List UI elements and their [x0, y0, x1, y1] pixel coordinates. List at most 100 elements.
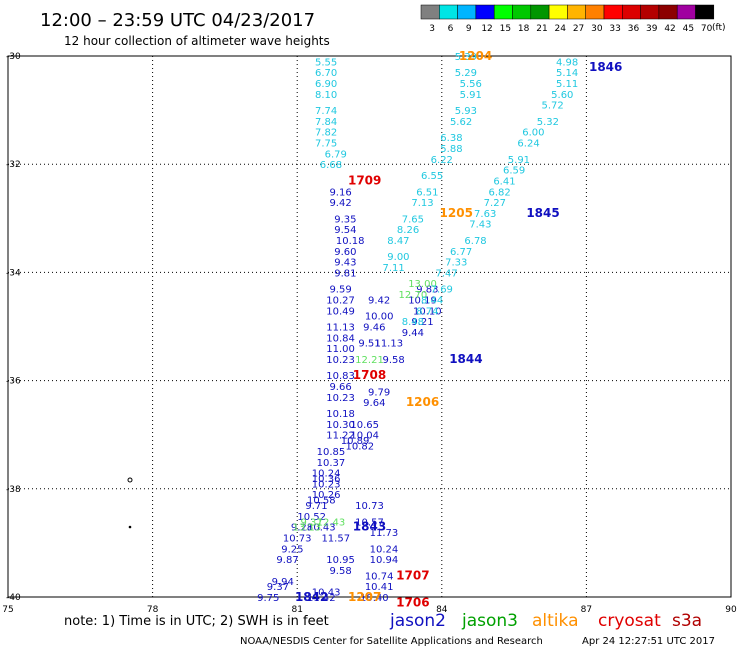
wave-height-label: 10.74	[365, 571, 394, 582]
plot-frame	[7, 55, 732, 598]
time-stamp-label: 1845	[526, 206, 559, 220]
wave-height-label: 5.14	[556, 68, 578, 79]
colorbar-swatch	[658, 4, 678, 20]
colorbar-tick-label: 70	[701, 24, 713, 34]
wave-height-label: 5.56	[460, 79, 482, 90]
wave-height-label: 11.73	[370, 528, 399, 539]
wave-height-label: 9.54	[334, 225, 356, 236]
island-marks	[127, 477, 133, 529]
wave-height-label: 10.37	[317, 458, 346, 469]
x-tick-labels: 75 78 81 84 87 90	[2, 605, 737, 615]
colorbar-swatch	[512, 4, 532, 20]
wave-height-label: 10.73	[283, 533, 312, 544]
wave-height-label: 5.91	[508, 155, 530, 166]
island-mark	[128, 525, 132, 529]
wave-height-label: 10.18	[336, 236, 365, 247]
wave-height-label: 12.43	[317, 517, 346, 528]
wave-height-label: 6.00	[522, 128, 544, 139]
colorbar-swatch	[603, 4, 623, 20]
wave-height-label: 5.72	[542, 101, 564, 112]
colorbar-tick-label: 15	[500, 24, 511, 34]
wave-height-label: 10.58	[307, 496, 336, 507]
wave-height-label: 5.39	[455, 52, 477, 63]
wave-height-label: 9.42	[368, 295, 390, 306]
colorbar-swatch	[695, 4, 715, 20]
footer-timestamp: Apr 24 12:27:51 UTC 2017	[582, 636, 715, 647]
colorbar-tick-label: 3	[429, 24, 435, 34]
wave-height-label: 7.65	[402, 214, 424, 225]
colorbar-swatch	[493, 4, 513, 20]
wave-height-label: 6.24	[517, 139, 539, 150]
wave-height-label: 7.74	[315, 106, 337, 117]
colorbar-tick-label: 30	[591, 24, 603, 34]
colorbar-swatch	[585, 4, 605, 20]
time-stamp-label: 1205	[440, 206, 473, 220]
x-tick-label: 78	[147, 605, 159, 615]
time-stamp-label: 1707	[396, 568, 429, 582]
y-tick-labels: -30 -32 -34 -36 -38 -40	[6, 52, 21, 603]
colorbar-swatch	[439, 4, 458, 20]
wave-height-label: 9.21	[411, 317, 433, 328]
swh-colorbar: 3 6 9 12 15 18 21 24 27 30 33 36 39 42 45 70	[420, 4, 715, 34]
wave-height-label: 9.16	[329, 187, 351, 198]
wave-height-label: 6.51	[416, 187, 438, 198]
wave-height-label: 9.59	[329, 285, 351, 296]
wave-height-label: 11.57	[321, 533, 350, 544]
legend-entry-cryosat: cryosat	[598, 611, 661, 631]
wave-height-label: 7.82	[315, 128, 337, 139]
wave-height-label: 11.00	[326, 344, 355, 355]
wave-height-label: 6.41	[493, 176, 515, 187]
wave-height-label: 10.94	[370, 555, 399, 566]
time-stamp-label: 1709	[348, 173, 381, 187]
footer-note: note: 1) Time is in UTC; 2) SWH is in fe…	[64, 614, 329, 629]
wave-height-label: 6.90	[315, 79, 337, 90]
wave-height-label: 9.75	[257, 593, 279, 604]
wave-height-label: 6.38	[440, 133, 462, 144]
wave-height-label: 5.93	[455, 106, 477, 117]
wave-height-label: 9.83	[416, 285, 438, 296]
wave-height-label: 7.63	[474, 209, 496, 220]
wave-height-label: 6.70	[315, 68, 337, 79]
y-tick-label: -34	[6, 268, 21, 278]
wave-height-label: 5.91	[460, 90, 482, 101]
colorbar-tick-label: 6	[448, 24, 454, 34]
wave-height-label: 9.42	[329, 198, 351, 209]
time-stamp-label: 1204	[459, 49, 492, 63]
wave-height-label: 8.44	[421, 295, 443, 306]
colorbar-tick-label: 18	[518, 24, 530, 34]
wave-height-label: 6.55	[421, 171, 443, 182]
colorbar-swatch	[420, 4, 440, 20]
wave-height-label: 5.32	[537, 117, 559, 128]
wave-height-label: 9.71	[305, 501, 327, 512]
wave-height-label: 9.64	[363, 398, 385, 409]
wave-height-label: 7.43	[469, 220, 491, 231]
footer-credit: NOAA/NESDIS Center for Satellite Applica…	[240, 636, 543, 647]
wave-height-label: 6.82	[489, 187, 511, 198]
legend-entry-altika: altika	[532, 611, 579, 631]
y-tick-label: -38	[6, 485, 21, 495]
colorbar-tick-label: 21	[536, 24, 547, 34]
colorbar-swatch	[676, 4, 696, 20]
x-tick-label: 81	[291, 605, 302, 615]
wave-height-label: 8.74	[416, 306, 438, 317]
colorbar-swatch	[530, 4, 550, 20]
colorbar-tick-label: 39	[646, 24, 658, 34]
x-tick-label: 87	[581, 605, 592, 615]
x-tick-label: 90	[725, 605, 737, 615]
y-tick-label: -32	[6, 160, 21, 170]
wave-height-label: 12.70	[399, 290, 428, 301]
wave-height-label: 10.19	[408, 295, 437, 306]
gridlines	[8, 56, 731, 597]
colorbar-swatch	[548, 4, 568, 20]
wave-height-label: 10.23	[326, 355, 355, 366]
island-mark	[127, 477, 133, 483]
wave-height-label: 9.37	[267, 582, 289, 593]
colorbar-tick-label: 45	[683, 24, 694, 34]
colorbar-tick-label: 9	[466, 24, 472, 34]
wave-height-label: 8.10	[315, 90, 337, 101]
legend-entry-s3a: s3a	[672, 611, 702, 631]
wave-height-label: 10.65	[350, 420, 379, 431]
wave-height-label: 11.42	[307, 593, 336, 604]
wave-height-label: 6.22	[431, 155, 453, 166]
